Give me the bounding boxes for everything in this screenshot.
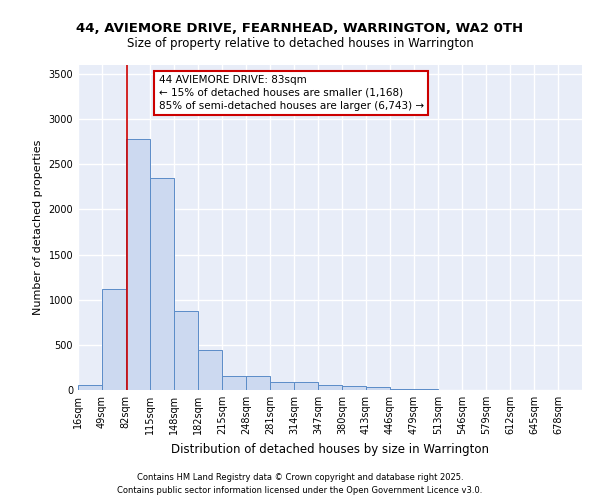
Text: 44 AVIEMORE DRIVE: 83sqm
← 15% of detached houses are smaller (1,168)
85% of sem: 44 AVIEMORE DRIVE: 83sqm ← 15% of detach… [158, 74, 424, 111]
Bar [246, 376, 270, 390]
Bar [174, 310, 199, 390]
Bar [390, 388, 414, 390]
X-axis label: Distribution of detached houses by size in Warrington: Distribution of detached houses by size … [171, 442, 489, 456]
Bar [342, 386, 366, 390]
Bar [294, 382, 318, 390]
Text: 44, AVIEMORE DRIVE, FEARNHEAD, WARRINGTON, WA2 0TH: 44, AVIEMORE DRIVE, FEARNHEAD, WARRINGTO… [76, 22, 524, 36]
Bar [78, 386, 102, 390]
Bar [414, 389, 439, 390]
Bar [318, 385, 342, 390]
Text: Contains HM Land Registry data © Crown copyright and database right 2025.
Contai: Contains HM Land Registry data © Crown c… [118, 474, 482, 495]
Text: Size of property relative to detached houses in Warrington: Size of property relative to detached ho… [127, 38, 473, 51]
Y-axis label: Number of detached properties: Number of detached properties [33, 140, 43, 315]
Bar [223, 376, 246, 390]
Bar [126, 139, 150, 390]
Bar [366, 388, 390, 390]
Bar [150, 178, 174, 390]
Bar [199, 350, 223, 390]
Bar [102, 289, 126, 390]
Bar [270, 382, 294, 390]
